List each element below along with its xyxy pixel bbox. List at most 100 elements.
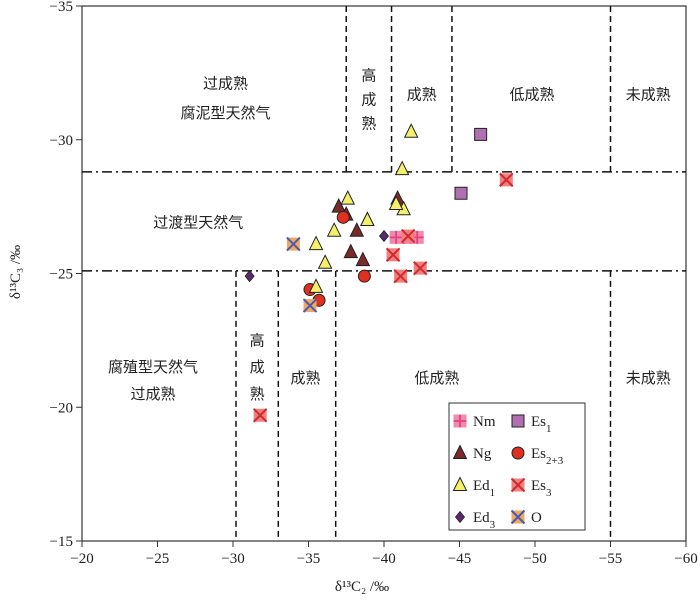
region-label: 成熟 (290, 369, 320, 387)
point-ed1 (388, 195, 404, 210)
x-tick-label: −25 (146, 551, 169, 567)
point-ed1 (308, 278, 324, 293)
triangle-shape (343, 243, 359, 259)
region-label: 低成熟 (509, 85, 554, 103)
point-ng (343, 243, 359, 259)
region-label: 腐殖型天然气 (108, 358, 198, 376)
region-label: 熟 (361, 115, 376, 133)
triangle-shape (331, 198, 347, 213)
circle-shape (336, 210, 350, 224)
point-ng (331, 198, 347, 213)
region-label: 熟 (250, 385, 265, 403)
boundary-lines (82, 6, 686, 541)
cross-mark (286, 236, 301, 252)
y-tick-label: −25 (50, 267, 73, 283)
legend-marker (453, 414, 467, 428)
cross-mark (499, 172, 514, 188)
point-es3 (385, 247, 401, 262)
point-ed1 (326, 222, 342, 237)
axes: −20 −25 −30 −35 −40 −45 −50 −55 −60−15−20−25−30−… (50, 0, 698, 567)
x-tick-label: −35 (297, 551, 320, 567)
point-es23 (357, 269, 371, 283)
x-tick-label: −20 (70, 551, 93, 567)
cross-mark (510, 477, 526, 493)
region-label: 未成熟 (626, 85, 671, 103)
point-ed3 (244, 270, 255, 283)
legend-entry-label: Ng (473, 446, 492, 462)
square-shape (511, 414, 525, 428)
region-label: 成 (361, 91, 376, 109)
plot-frame (81, 5, 687, 542)
diamond-shape (454, 510, 466, 524)
legend-marker (511, 446, 525, 460)
triangle-shape (360, 211, 375, 226)
diamond-shape (244, 270, 255, 283)
x-tick-label: −45 (448, 551, 471, 567)
legend-entry-label: Nm (473, 414, 496, 430)
y-tick-label: −20 (50, 400, 73, 416)
point-es3 (400, 228, 416, 244)
x-tick-label: −40 (372, 551, 395, 567)
point-ed1 (340, 189, 356, 205)
region-label: 高 (361, 67, 376, 85)
triangle-shape (388, 195, 404, 210)
triangle-shape (308, 278, 324, 293)
region-label: 腐泥型天然气 (180, 104, 270, 122)
point-ed1 (360, 211, 375, 226)
cross-mark (302, 298, 318, 313)
circle-shape (357, 269, 371, 283)
point-o (286, 236, 301, 252)
x-tick-label: −30 (221, 551, 244, 567)
point-ng (349, 222, 365, 237)
region-label: 低成熟 (414, 369, 459, 387)
region-label: 过成熟 (203, 75, 248, 93)
region-label: 高 (250, 331, 265, 349)
legend-marker (510, 477, 526, 493)
legend-marker (510, 509, 526, 525)
region-label: 成熟 (407, 85, 437, 103)
point-es3 (252, 408, 268, 423)
legend-entry-label: O (531, 510, 542, 526)
legend-entry-label: Ed1 (473, 478, 495, 499)
x-axis-label: δ¹³C₂ /‰ (335, 579, 389, 595)
point-es23 (336, 210, 350, 224)
point-ed1 (403, 123, 419, 138)
triangle-shape (308, 235, 324, 251)
y-tick-label: −35 (50, 0, 73, 15)
cross-mark (393, 268, 408, 284)
triangle-shape (394, 160, 410, 176)
data-points (244, 123, 514, 423)
diamond-shape (378, 229, 390, 243)
legend-marker (452, 476, 468, 491)
region-label: 未成熟 (626, 369, 671, 387)
cross-mark (400, 228, 416, 244)
triangle-shape (349, 222, 365, 237)
y-tick-label: −15 (50, 534, 73, 550)
x-tick-label: −55 (599, 551, 622, 567)
point-es1 (454, 186, 468, 200)
point-es1 (474, 127, 488, 141)
point-ed3 (378, 229, 390, 243)
triangle-shape (355, 251, 371, 267)
legend-marker (511, 414, 525, 428)
triangle-shape (326, 222, 342, 237)
cross-mark (252, 408, 268, 423)
triangle-shape (452, 444, 468, 459)
legend-marker (454, 510, 466, 524)
circle-shape (511, 446, 525, 460)
cross-mark (413, 260, 428, 276)
point-o (302, 298, 318, 313)
point-ed1 (394, 160, 410, 176)
triangle-shape (317, 254, 333, 269)
point-ed1 (317, 254, 333, 269)
point-es3 (499, 172, 514, 188)
triangle-shape (340, 189, 356, 205)
region-label: 成 (250, 358, 265, 376)
legend-marker (452, 444, 468, 459)
square-shape (454, 186, 468, 200)
point-ed1 (308, 235, 324, 251)
cross-mark (510, 509, 526, 525)
region-label: 过渡型天然气 (153, 214, 243, 232)
